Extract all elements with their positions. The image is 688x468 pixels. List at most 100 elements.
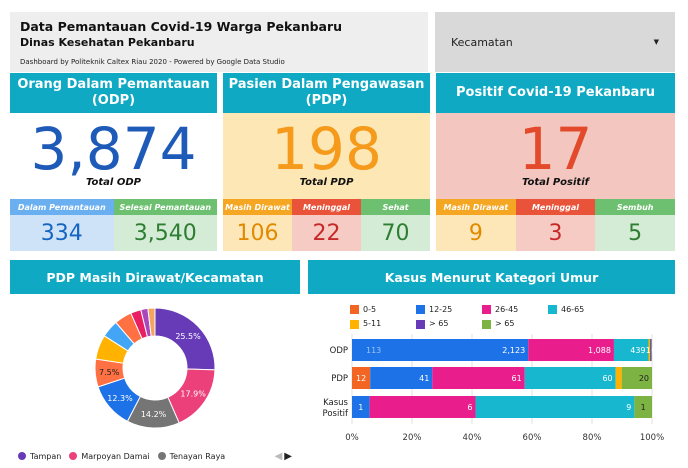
donut-legend-item[interactable]: Tenayan Raya xyxy=(157,451,226,461)
legend-swatch-icon xyxy=(416,319,425,329)
chevron-down-icon[interactable]: ▼ xyxy=(653,38,659,46)
odp-panel-title: Orang Dalam Pemantauan (ODP) xyxy=(10,73,217,113)
bar-legend-item[interactable]: 46-65 xyxy=(548,303,606,317)
bar-segment[interactable] xyxy=(650,339,652,361)
pdp-sub-1: Meninggal 22 xyxy=(292,199,361,251)
bar-value-label: 16 xyxy=(646,346,656,355)
odp-total-value: 3,874 xyxy=(30,115,197,183)
donut-slice[interactable] xyxy=(147,307,156,337)
legend-swatch-icon xyxy=(350,305,359,314)
bar-legend: 0-5 12-25 26-45 46-65 5-11 > 65 > 65 xyxy=(308,294,638,331)
y-category-label: PDP xyxy=(331,374,348,384)
bar-value-label: 60 xyxy=(602,374,612,383)
donut-legend-label: Tampan xyxy=(30,451,62,461)
bar-value-label: 9 xyxy=(626,403,631,412)
donut-legend: Tampan Marpoyan Damai Tenayan Raya ◀ ▶ xyxy=(10,446,300,466)
x-tick-label: 60% xyxy=(523,433,542,443)
positif-panel-title: Positif Covid-19 Pekanbaru xyxy=(436,73,675,113)
bar-legend-label: 26-45 xyxy=(495,304,519,314)
bar-segment[interactable] xyxy=(370,367,433,389)
bar-segment[interactable] xyxy=(369,396,476,418)
donut-slice-label: 14.2% xyxy=(141,410,167,419)
positif-total-value: 17 xyxy=(518,115,593,183)
kecamatan-dropdown[interactable]: Kecamatan ▼ xyxy=(435,12,675,72)
donut-legend-item[interactable]: Marpoyan Damai xyxy=(69,451,150,461)
positif-sub-label: Masih Dirawat xyxy=(436,199,516,215)
donut-legend-label: Tenayan Raya xyxy=(169,451,226,461)
donut-panel: PDP Masih Dirawat/Kecamatan 25.5% 17.9% 14… xyxy=(10,260,300,464)
odp-total-label: Total ODP xyxy=(86,177,141,188)
legend-swatch-icon xyxy=(548,305,557,314)
bar-segment[interactable] xyxy=(352,339,529,361)
pdp-sub-0: Masih Dirawat 106 xyxy=(223,199,292,251)
bar-value-label: 20 xyxy=(639,374,649,383)
odp-sub-value: 334 xyxy=(10,215,114,251)
positif-sub-value: 3 xyxy=(515,215,596,251)
dashboard-subtitle: Dinas Kesehatan Pekanbaru xyxy=(20,36,195,49)
odp-breakdown: Dalam Pemantauan 334 Selesai Pemantauan 3,5… xyxy=(10,199,217,251)
pdp-sub-value: 70 xyxy=(361,215,430,251)
donut-panel-title: PDP Masih Dirawat/Kecamatan xyxy=(10,260,300,294)
bar-legend-label: 5-11 xyxy=(363,319,382,328)
pager-prev-icon[interactable]: ◀ xyxy=(274,450,283,462)
legend-dot-icon xyxy=(157,452,166,460)
pdp-sub-2: Sehat 70 xyxy=(361,199,430,251)
bar-legend-label: 0-5 xyxy=(363,304,377,314)
pdp-total-label: Total PDP xyxy=(299,177,354,188)
dashboard-header: Data Pemantauan Covid-19 Warga Pekanbaru… xyxy=(10,12,428,72)
positif-sub-label: Meninggal xyxy=(515,199,596,215)
legend-swatch-icon xyxy=(482,305,491,314)
bar-value-label: 1 xyxy=(641,403,646,412)
x-tick-label: 20% xyxy=(403,433,422,443)
bar-segment[interactable] xyxy=(634,396,652,418)
bar-segment[interactable] xyxy=(615,367,622,389)
y-category-label: Positif xyxy=(323,409,350,419)
bar-segment[interactable] xyxy=(524,367,616,389)
bar-legend-item[interactable]: 12-25 xyxy=(416,303,474,317)
dashboard-credit: Dashboard by Politeknik Caltex Riau 2020… xyxy=(20,58,285,66)
bar-segment[interactable] xyxy=(651,339,652,361)
bar-segment[interactable] xyxy=(475,396,635,418)
legend-dot-icon xyxy=(18,452,26,460)
bar-legend-item[interactable]: 0-5 xyxy=(350,303,408,317)
odp-panel: Orang Dalam Pemantauan (ODP) 3,874 Total… xyxy=(10,73,217,251)
bar-segment[interactable] xyxy=(648,339,651,361)
bar-segment[interactable] xyxy=(352,367,371,389)
odp-sub-label: Dalam Pemantauan xyxy=(10,199,114,215)
legend-swatch-icon xyxy=(350,319,359,329)
donut-legend-item[interactable]: Tampan xyxy=(18,452,61,461)
donut-legend-label: Marpoyan Damai xyxy=(81,451,150,461)
dashboard-title: Data Pemantauan Covid-19 Warga Pekanbaru xyxy=(20,19,343,34)
bar-legend-item[interactable]: > 65 xyxy=(416,317,474,331)
bar-legend-label: > 65 xyxy=(429,319,449,328)
bar-value-label: 1,088 xyxy=(588,346,611,355)
y-category-label: Kasus xyxy=(323,398,348,408)
bar-segment[interactable] xyxy=(528,339,614,361)
bar-segment[interactable] xyxy=(621,367,652,389)
positif-sub-1: Meninggal 3 xyxy=(515,199,596,251)
bar-legend-item[interactable]: 26-45 xyxy=(482,303,540,317)
pdp-panel: Pasien Dalam Pengawasan (PDP) 198 Total … xyxy=(223,73,430,251)
bar-value-label: 6 xyxy=(467,403,472,412)
bar-segment[interactable] xyxy=(613,339,649,361)
odp-sub-0: Dalam Pemantauan 334 xyxy=(10,199,114,251)
kecamatan-dropdown-label: Kecamatan xyxy=(451,35,513,49)
odp-sub-value: 3,540 xyxy=(113,215,217,251)
bar-legend-label: 12-25 xyxy=(429,304,453,314)
pdp-panel-title: Pasien Dalam Pengawasan (PDP) xyxy=(223,73,430,113)
pdp-sub-label: Meninggal xyxy=(292,199,361,215)
bar-segment[interactable] xyxy=(352,396,370,418)
donut-chart: 25.5% 17.9% 14.2% 12.3% 7.5% xyxy=(94,307,216,429)
bar-segment[interactable] xyxy=(432,367,525,389)
bar-legend-item[interactable]: 5-11 xyxy=(350,317,408,331)
pdp-sub-value: 106 xyxy=(223,215,292,251)
pager-next-icon[interactable]: ▶ xyxy=(284,450,292,462)
bar-legend-item[interactable]: > 65 xyxy=(482,317,540,331)
odp-sub-1: Selesai Pemantauan 3,540 xyxy=(113,199,217,251)
x-tick-label: 80% xyxy=(583,433,602,443)
pdp-sub-label: Sehat xyxy=(361,199,430,215)
positif-sub-value: 9 xyxy=(436,215,516,251)
pdp-sub-value: 22 xyxy=(292,215,361,251)
positif-sub-0: Masih Dirawat 9 xyxy=(436,199,516,251)
